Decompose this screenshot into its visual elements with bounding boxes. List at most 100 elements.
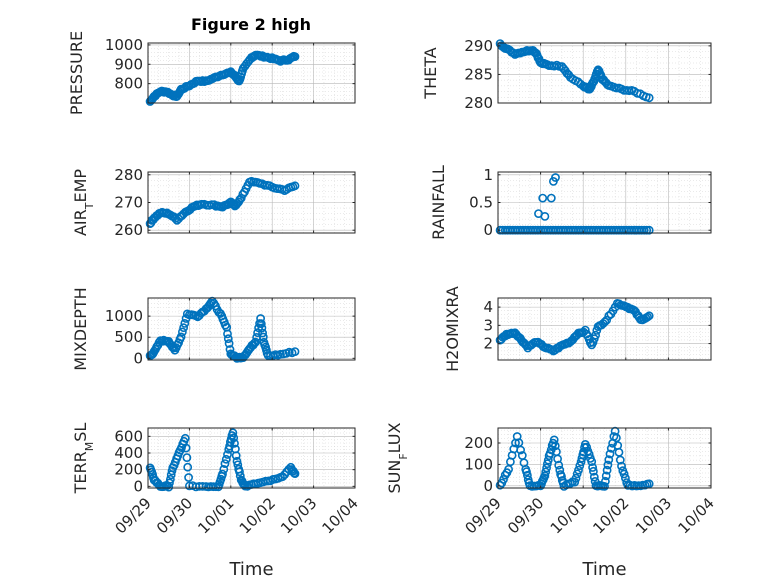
data-point — [540, 471, 550, 481]
data-point — [152, 342, 162, 352]
y-axis-label: THETA — [421, 47, 440, 99]
data-point — [604, 455, 614, 465]
data-point — [543, 459, 552, 469]
y-axis-label-part: EMP — [71, 169, 90, 203]
y-axis-label-part: RAINFALL — [429, 165, 448, 240]
data-point — [589, 472, 599, 482]
y-axis-label-part: TERR — [71, 451, 90, 494]
data-point — [180, 433, 190, 443]
y-tick-label: 290 — [464, 37, 493, 55]
data-point — [256, 314, 265, 323]
y-tick-label: 400 — [114, 444, 143, 462]
y-tick-label: 500 — [114, 328, 143, 346]
subplot-air_temp: 260 270 280 AIRTEMP — [71, 166, 356, 239]
data-point — [621, 473, 630, 483]
data-point — [644, 311, 654, 321]
data-point — [220, 459, 230, 468]
axes-frame — [147, 42, 356, 104]
axes-frame — [147, 297, 356, 361]
data-point — [290, 181, 300, 191]
data-point — [182, 453, 192, 462]
y-axis-label: TERRMSL — [71, 423, 96, 495]
data-point — [258, 332, 268, 342]
data-point — [183, 462, 193, 472]
y-tick-label: 0 — [133, 477, 143, 495]
data-point — [542, 463, 551, 473]
y-tick-label: 1 — [483, 166, 493, 184]
y-tick-label: 280 — [114, 166, 143, 184]
y-axis-label: AIRTEMP — [71, 169, 96, 236]
data-point — [540, 211, 550, 221]
y-tick-label: 3 — [483, 316, 493, 334]
data-point — [290, 52, 300, 61]
data-point — [602, 315, 611, 325]
data-point — [177, 327, 187, 337]
data-point — [179, 323, 188, 333]
data-point — [538, 193, 548, 203]
y-axis-label-part: MIXDEPTH — [71, 287, 90, 370]
data-point — [644, 479, 654, 489]
data-point — [232, 456, 242, 466]
axes-frame — [497, 297, 712, 361]
x-axis-label: Time — [228, 559, 273, 580]
data-point — [223, 329, 232, 339]
y-axis-label-part: SL — [71, 423, 90, 442]
subplot-theta: 280 285 290 THETA — [421, 37, 712, 112]
data-point — [575, 461, 585, 471]
data-point — [615, 455, 625, 465]
y-tick-label: 200 — [464, 434, 493, 452]
data-point — [224, 339, 234, 348]
data-point — [218, 469, 227, 479]
y-tick-label: 4 — [483, 298, 493, 316]
y-tick-label: 1000 — [105, 36, 143, 54]
y-axis-label: H2OMIXRA — [443, 286, 462, 372]
data-point — [235, 467, 244, 477]
data-point — [574, 465, 583, 475]
data-point — [619, 469, 629, 479]
data-point — [522, 467, 531, 477]
axes-frame — [497, 42, 712, 104]
data-point — [257, 323, 267, 333]
data-point — [228, 428, 238, 438]
data-point — [601, 476, 610, 486]
data-point — [550, 441, 560, 451]
y-tick-label: 600 — [114, 427, 143, 445]
data-point — [588, 463, 597, 472]
data-point — [605, 449, 615, 459]
y-tick-label: 0 — [133, 349, 143, 367]
y-tick-label: 0 — [483, 221, 493, 239]
data-point — [644, 93, 654, 103]
data-point — [516, 445, 525, 455]
figure-title: Figure 2 high — [191, 15, 311, 34]
y-tick-label: 0 — [483, 477, 493, 495]
data-point — [223, 450, 232, 459]
data-point — [554, 460, 564, 470]
subplot-rainfall: 0 0.5 1 RAINFALL — [429, 165, 712, 240]
axes-frame — [497, 427, 712, 489]
data-point — [198, 481, 207, 491]
y-tick-label: 900 — [114, 55, 143, 73]
y-tick-label: 200 — [114, 461, 143, 479]
y-axis-label-part: SUN — [385, 460, 404, 494]
y-tick-label: 1000 — [105, 307, 143, 325]
data-point — [600, 317, 610, 327]
y-tick-label: 280 — [464, 94, 493, 112]
y-axis-label: RAINFALL — [429, 165, 448, 240]
data-point — [499, 474, 508, 484]
data-point — [229, 433, 239, 443]
data-point — [551, 173, 560, 182]
y-axis-label: SUNFLUX — [385, 422, 410, 493]
data-point — [566, 478, 575, 488]
data-point — [221, 454, 231, 464]
data-point — [180, 318, 190, 328]
y-axis-label-part: T — [83, 202, 96, 210]
data-point — [253, 328, 262, 338]
data-point — [571, 473, 581, 483]
data-point — [600, 481, 609, 491]
y-axis-label-part: M — [83, 442, 96, 452]
y-axis-label: PRESSURE — [67, 31, 86, 115]
data-point — [587, 457, 597, 466]
data-point — [589, 466, 598, 476]
